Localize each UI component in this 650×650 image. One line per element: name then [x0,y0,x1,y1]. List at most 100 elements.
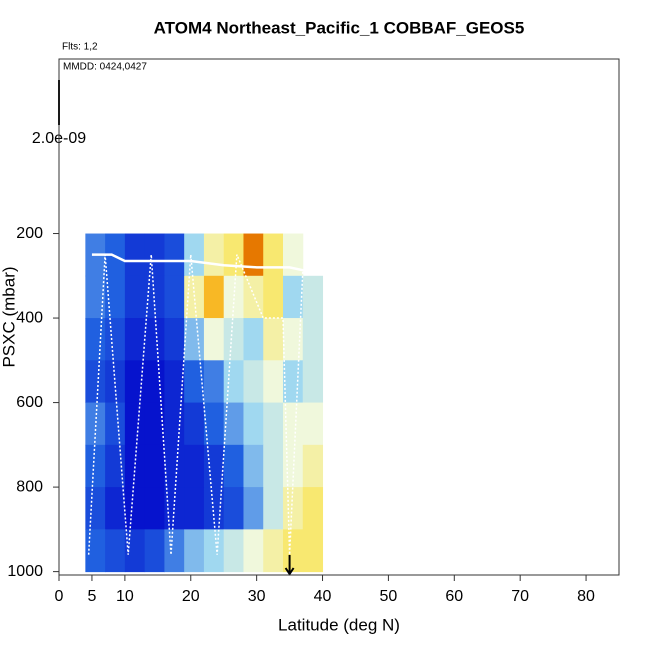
heat-cell [124,487,146,530]
heat-cell [223,360,244,404]
heat-cell [164,529,185,573]
heat-cell [302,487,324,530]
heat-cell [144,318,165,361]
heat-cell [164,275,185,319]
heat-cell [144,529,165,573]
heat-cell [144,402,165,446]
x-tick-label: 70 [511,588,529,605]
heat-cell [302,318,324,361]
heat-cell [243,487,264,530]
heat-cell [164,318,185,361]
heat-cell [144,444,165,488]
heat-cell [263,275,284,319]
heat-cell [263,487,284,530]
heat-cell [105,402,126,446]
heat-cell [184,233,205,277]
heat-cell [164,360,185,404]
heat-cell [105,487,126,530]
heat-cell [203,318,225,361]
heat-cell [243,402,264,446]
heat-cell [85,444,106,488]
chart-title: ATOM4 Northeast_Pacific_1 COBBAF_GEOS5 [154,18,525,37]
heat-cell [144,360,165,404]
heat-cell [302,275,324,319]
heat-cell [302,444,324,488]
y-tick-label: 1000 [7,563,43,580]
heat-cell [223,318,244,361]
heat-cell [263,318,284,361]
heat-cell [263,402,284,446]
tracks [87,253,310,555]
x-tick-label: 10 [116,588,134,605]
heat-cell [164,233,185,277]
heat-cell [243,275,264,319]
heat-cell [283,360,304,404]
heat-cell [184,318,205,361]
heat-cell [184,529,205,573]
annotation: MMDD: 0424,0427 [63,62,147,73]
subtitle: Flts: 1,2 [62,42,98,53]
heat-cell [85,275,106,319]
x-tick-label: 50 [380,588,398,605]
x-tick-label: 80 [577,588,595,605]
heat-cell [263,529,284,573]
heat-cell [184,275,205,319]
heat-cell [223,444,244,488]
heat-cell [203,402,225,446]
heat-cell [283,529,304,573]
heat-cell [124,233,146,277]
heat-cell [302,402,324,446]
heat-cell [184,487,205,530]
heat-cell [203,360,225,404]
x-tick-label: 60 [445,588,463,605]
heat-cell [85,487,106,530]
heat-cell [243,529,264,573]
heat-cell [203,275,225,319]
heat-cell [85,360,106,404]
heat-cell [184,402,205,446]
heat-cell [124,318,146,361]
heat-cell [105,275,126,319]
heat-cell [223,275,244,319]
heat-cell [223,233,244,277]
x-tick-label: 30 [248,588,266,605]
heat-cell [164,402,185,446]
y-tick-label: 200 [16,225,43,242]
heat-cell [105,360,126,404]
heat-cell [302,360,324,404]
heat-cell [283,402,304,446]
heat-cell [283,233,304,277]
heat-cell [184,360,205,404]
y-tick-label: 600 [16,394,43,411]
heat-cell [263,360,284,404]
heat-cell [85,318,106,361]
heat-cell [243,318,264,361]
heat-cell [105,444,126,488]
heat-cell [85,402,106,446]
heat-cell [184,444,205,488]
heat-cell [283,275,304,319]
heat-cell [223,487,244,530]
heat-cell [124,402,146,446]
heat-cell [223,402,244,446]
y-axis-label: PSXC (mbar) [0,266,18,367]
heat-cell [85,529,106,573]
x-tick-label: 5 [87,588,96,605]
heatmap [85,233,324,573]
x-tick-label: 0 [55,588,64,605]
heat-cell [144,487,165,530]
heat-cell [164,444,185,488]
heat-cell [223,529,244,573]
heat-cell [203,529,225,573]
heat-cell [105,233,126,277]
y-tick-label: 800 [16,478,43,495]
heat-cell [105,318,126,361]
heat-cell [203,233,225,277]
heat-cell [203,444,225,488]
arrow [284,555,295,576]
heat-cell [263,444,284,488]
heat-cell [243,233,264,277]
y-tick-label: 400 [16,309,43,326]
heat-cell [144,233,165,277]
